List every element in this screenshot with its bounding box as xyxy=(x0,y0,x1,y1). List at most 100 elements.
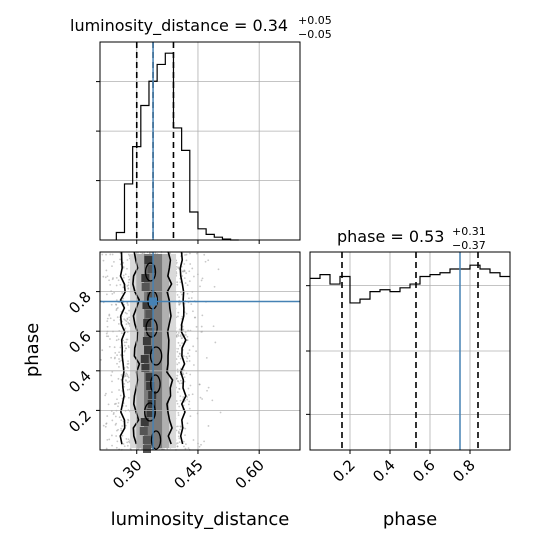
scatter-point xyxy=(118,351,120,354)
scatter-point xyxy=(211,399,214,402)
scatter-point xyxy=(188,280,191,283)
scatter-point xyxy=(127,321,130,324)
scatter-point xyxy=(179,344,181,347)
scatter-point xyxy=(127,440,130,443)
scatter-point xyxy=(126,441,129,444)
plot-background xyxy=(100,252,300,450)
scatter-point xyxy=(178,328,181,331)
scatter-point xyxy=(137,447,140,450)
x-tick-label: 0.2 xyxy=(329,456,359,486)
scatter-point xyxy=(127,304,129,306)
scatter-point xyxy=(110,303,113,306)
density-cell xyxy=(146,409,155,417)
scatter-point xyxy=(178,382,181,385)
scatter-point xyxy=(120,332,123,335)
scatter-point xyxy=(119,258,121,261)
scatter-point xyxy=(123,445,126,448)
scatter-point xyxy=(179,425,182,428)
scatter-point xyxy=(126,363,129,365)
scatter-point xyxy=(111,253,114,256)
scatter-point xyxy=(114,415,117,418)
scatter-point xyxy=(126,444,129,447)
scatter-point xyxy=(176,402,179,405)
scatter-point xyxy=(106,320,109,323)
scatter-point xyxy=(177,347,180,350)
scatter-point xyxy=(178,296,180,299)
scatter-point xyxy=(124,273,127,276)
scatter-point xyxy=(105,293,108,296)
scatter-point xyxy=(198,383,201,386)
scatter-point xyxy=(219,411,222,414)
scatter-point xyxy=(113,291,116,294)
scatter-point xyxy=(115,307,118,310)
y-tick-label: 0.2 xyxy=(65,407,95,437)
scatter-point xyxy=(193,275,195,278)
scatter-point xyxy=(117,428,119,431)
scatter-point xyxy=(102,259,105,262)
scatter-point xyxy=(184,434,186,437)
scatter-point xyxy=(127,438,130,441)
scatter-point xyxy=(177,414,180,417)
y-axis-label-phase: phase xyxy=(22,323,43,377)
x-axis-label-ld: luminosity_distance xyxy=(111,509,290,530)
scatter-point xyxy=(186,335,189,338)
scatter-point xyxy=(123,350,126,353)
scatter-point xyxy=(116,398,118,401)
y-tick-label: 0.8 xyxy=(65,288,95,318)
scatter-point xyxy=(115,303,117,306)
scatter-point xyxy=(180,293,183,296)
scatter-point xyxy=(186,292,189,295)
scatter-point xyxy=(191,267,194,270)
density-cell xyxy=(140,418,149,426)
scatter-point xyxy=(196,252,198,255)
scatter-point xyxy=(124,424,127,427)
scatter-point xyxy=(115,339,118,342)
scatter-point xyxy=(206,389,208,392)
scatter-point xyxy=(188,400,191,403)
x-tick-label: 0.6 xyxy=(409,456,439,486)
scatter-point xyxy=(188,360,191,362)
density-cell xyxy=(141,364,150,372)
x-tick-label: 0.30 xyxy=(109,456,145,492)
luminosity-distance-histogram xyxy=(96,41,301,244)
scatter-point xyxy=(179,357,182,360)
scatter-point xyxy=(111,391,113,394)
scatter-point xyxy=(113,403,116,405)
scatter-point xyxy=(125,323,128,326)
density-cell xyxy=(146,328,155,336)
hist-phase-title: phase = 0.53 xyxy=(337,227,444,246)
y-tick-label: 0.4 xyxy=(65,367,95,397)
scatter-point xyxy=(126,318,129,321)
scatter-point xyxy=(186,422,189,425)
scatter-point xyxy=(109,253,112,256)
scatter-point xyxy=(127,418,129,421)
scatter-point xyxy=(192,439,195,441)
scatter-point xyxy=(113,319,115,322)
scatter-point xyxy=(189,263,192,265)
scatter-point xyxy=(108,279,110,282)
density-cell xyxy=(140,355,149,363)
scatter-point xyxy=(217,268,220,271)
scatter-point xyxy=(122,297,125,300)
scatter-point xyxy=(106,438,109,441)
scatter-point xyxy=(176,442,179,445)
scatter-point xyxy=(125,347,127,349)
scatter-point xyxy=(125,405,128,407)
scatter-point xyxy=(180,318,183,320)
density-cell xyxy=(142,301,151,309)
scatter-point xyxy=(104,425,107,428)
scatter-point xyxy=(178,432,181,435)
scatter-point xyxy=(120,427,122,430)
scatter-point xyxy=(200,443,202,446)
scatter-point xyxy=(179,302,182,304)
scatter-point xyxy=(128,309,130,312)
scatter-point xyxy=(182,355,185,357)
scatter-point xyxy=(184,427,187,430)
scatter-point xyxy=(128,316,131,319)
scatter-point xyxy=(107,335,110,338)
scatter-point xyxy=(199,396,202,399)
scatter-point xyxy=(126,267,128,270)
scatter-point xyxy=(187,447,190,450)
scatter-point xyxy=(177,332,180,334)
density-cell xyxy=(145,310,154,318)
